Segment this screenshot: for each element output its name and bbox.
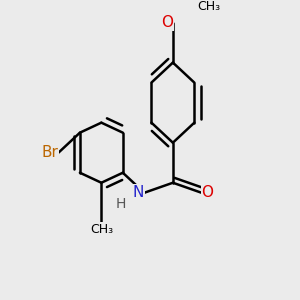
Text: Br: Br <box>42 145 58 160</box>
Text: CH₃: CH₃ <box>90 223 113 236</box>
Text: H: H <box>115 197 126 211</box>
Text: O: O <box>202 185 214 200</box>
Text: O: O <box>161 15 173 30</box>
Text: CH₃: CH₃ <box>197 0 220 13</box>
Text: N: N <box>133 185 144 200</box>
